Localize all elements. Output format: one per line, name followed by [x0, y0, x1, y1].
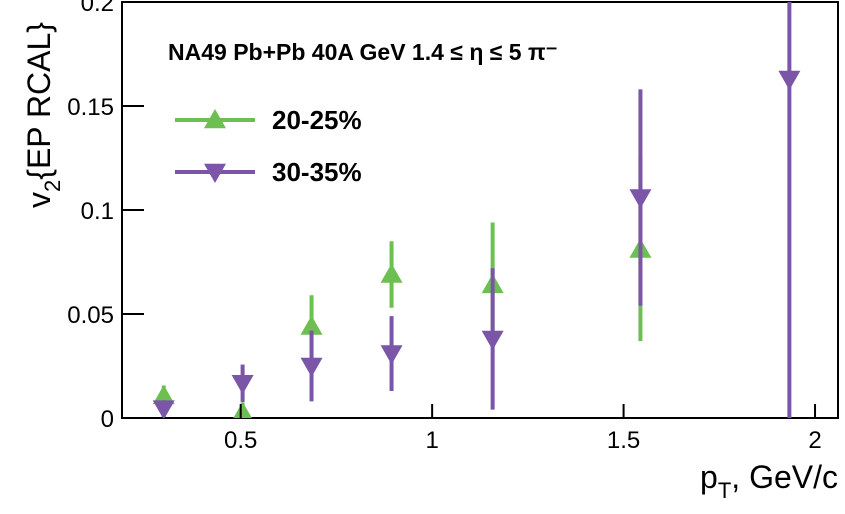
y-tick-label: 0.2 — [81, 0, 114, 17]
marker — [233, 401, 252, 418]
x-tick-label: 1.5 — [607, 427, 640, 454]
y-tick-label: 0.1 — [81, 198, 114, 225]
marker — [380, 263, 403, 283]
marker — [481, 330, 504, 350]
y-tick-label: 0 — [101, 406, 114, 433]
legend-marker — [204, 163, 226, 183]
y-label-rest: {EP RCAL} — [21, 22, 57, 180]
x-tick-label: 2 — [808, 427, 821, 454]
legend-label: 20-25% — [272, 105, 362, 135]
y-label-main: v — [21, 192, 57, 208]
chart-title: NA49 Pb+Pb 40A GeV 1.4 ≤ η ≤ 5 π⁻ — [168, 39, 558, 65]
marker — [231, 375, 254, 395]
marker — [300, 315, 323, 335]
marker — [152, 384, 175, 405]
x-tick-label: 1 — [425, 427, 438, 454]
x-tick-label: 0.5 — [224, 427, 257, 454]
y-tick-label: 0.05 — [67, 302, 114, 329]
marker — [629, 189, 652, 209]
x-label-sub: T — [718, 478, 731, 503]
y-axis-label: v2{EP RCAL} — [21, 22, 65, 208]
legend-label: 30-35% — [272, 157, 362, 187]
y-label-sub: 2 — [40, 180, 65, 192]
marker — [300, 357, 323, 377]
legend-marker — [204, 109, 226, 129]
x-axis-label: pT, GeV/c — [700, 459, 838, 503]
x-label-main: p — [700, 459, 718, 495]
plot-area — [152, 2, 801, 418]
marker — [380, 345, 403, 365]
x-label-rest: , GeV/c — [731, 459, 838, 495]
marker — [778, 70, 801, 90]
marker — [152, 400, 175, 418]
y-tick-label: 0.15 — [67, 94, 114, 121]
